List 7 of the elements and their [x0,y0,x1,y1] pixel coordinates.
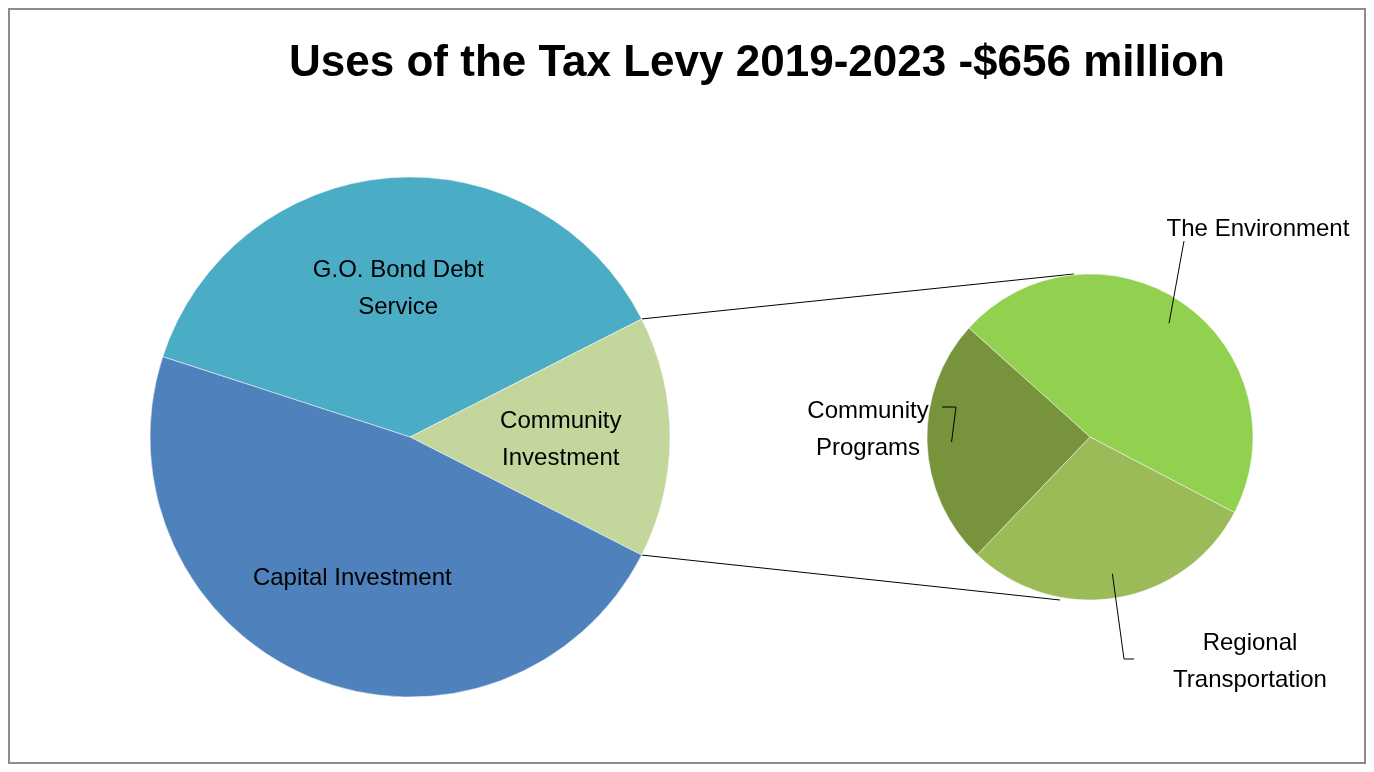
slice-label: The Environment [1166,213,1350,241]
slice-label: Community Programs [807,395,929,459]
slice-label: Community Investment [500,405,622,469]
slice-label: G.O. Bond Debt Service [312,254,484,319]
slice-label: Capital Investment [252,562,452,590]
slice-label: Regional Transportation [1173,627,1327,691]
chart-title: Uses of the Tax Levy 2019-2023 -$656 million [289,36,1225,85]
